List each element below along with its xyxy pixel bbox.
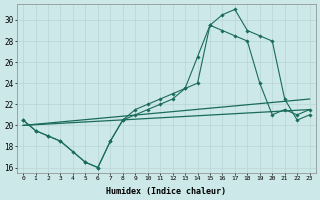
- X-axis label: Humidex (Indice chaleur): Humidex (Indice chaleur): [106, 187, 226, 196]
